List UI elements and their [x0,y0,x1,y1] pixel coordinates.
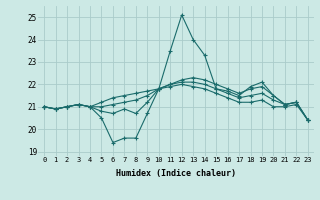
X-axis label: Humidex (Indice chaleur): Humidex (Indice chaleur) [116,169,236,178]
